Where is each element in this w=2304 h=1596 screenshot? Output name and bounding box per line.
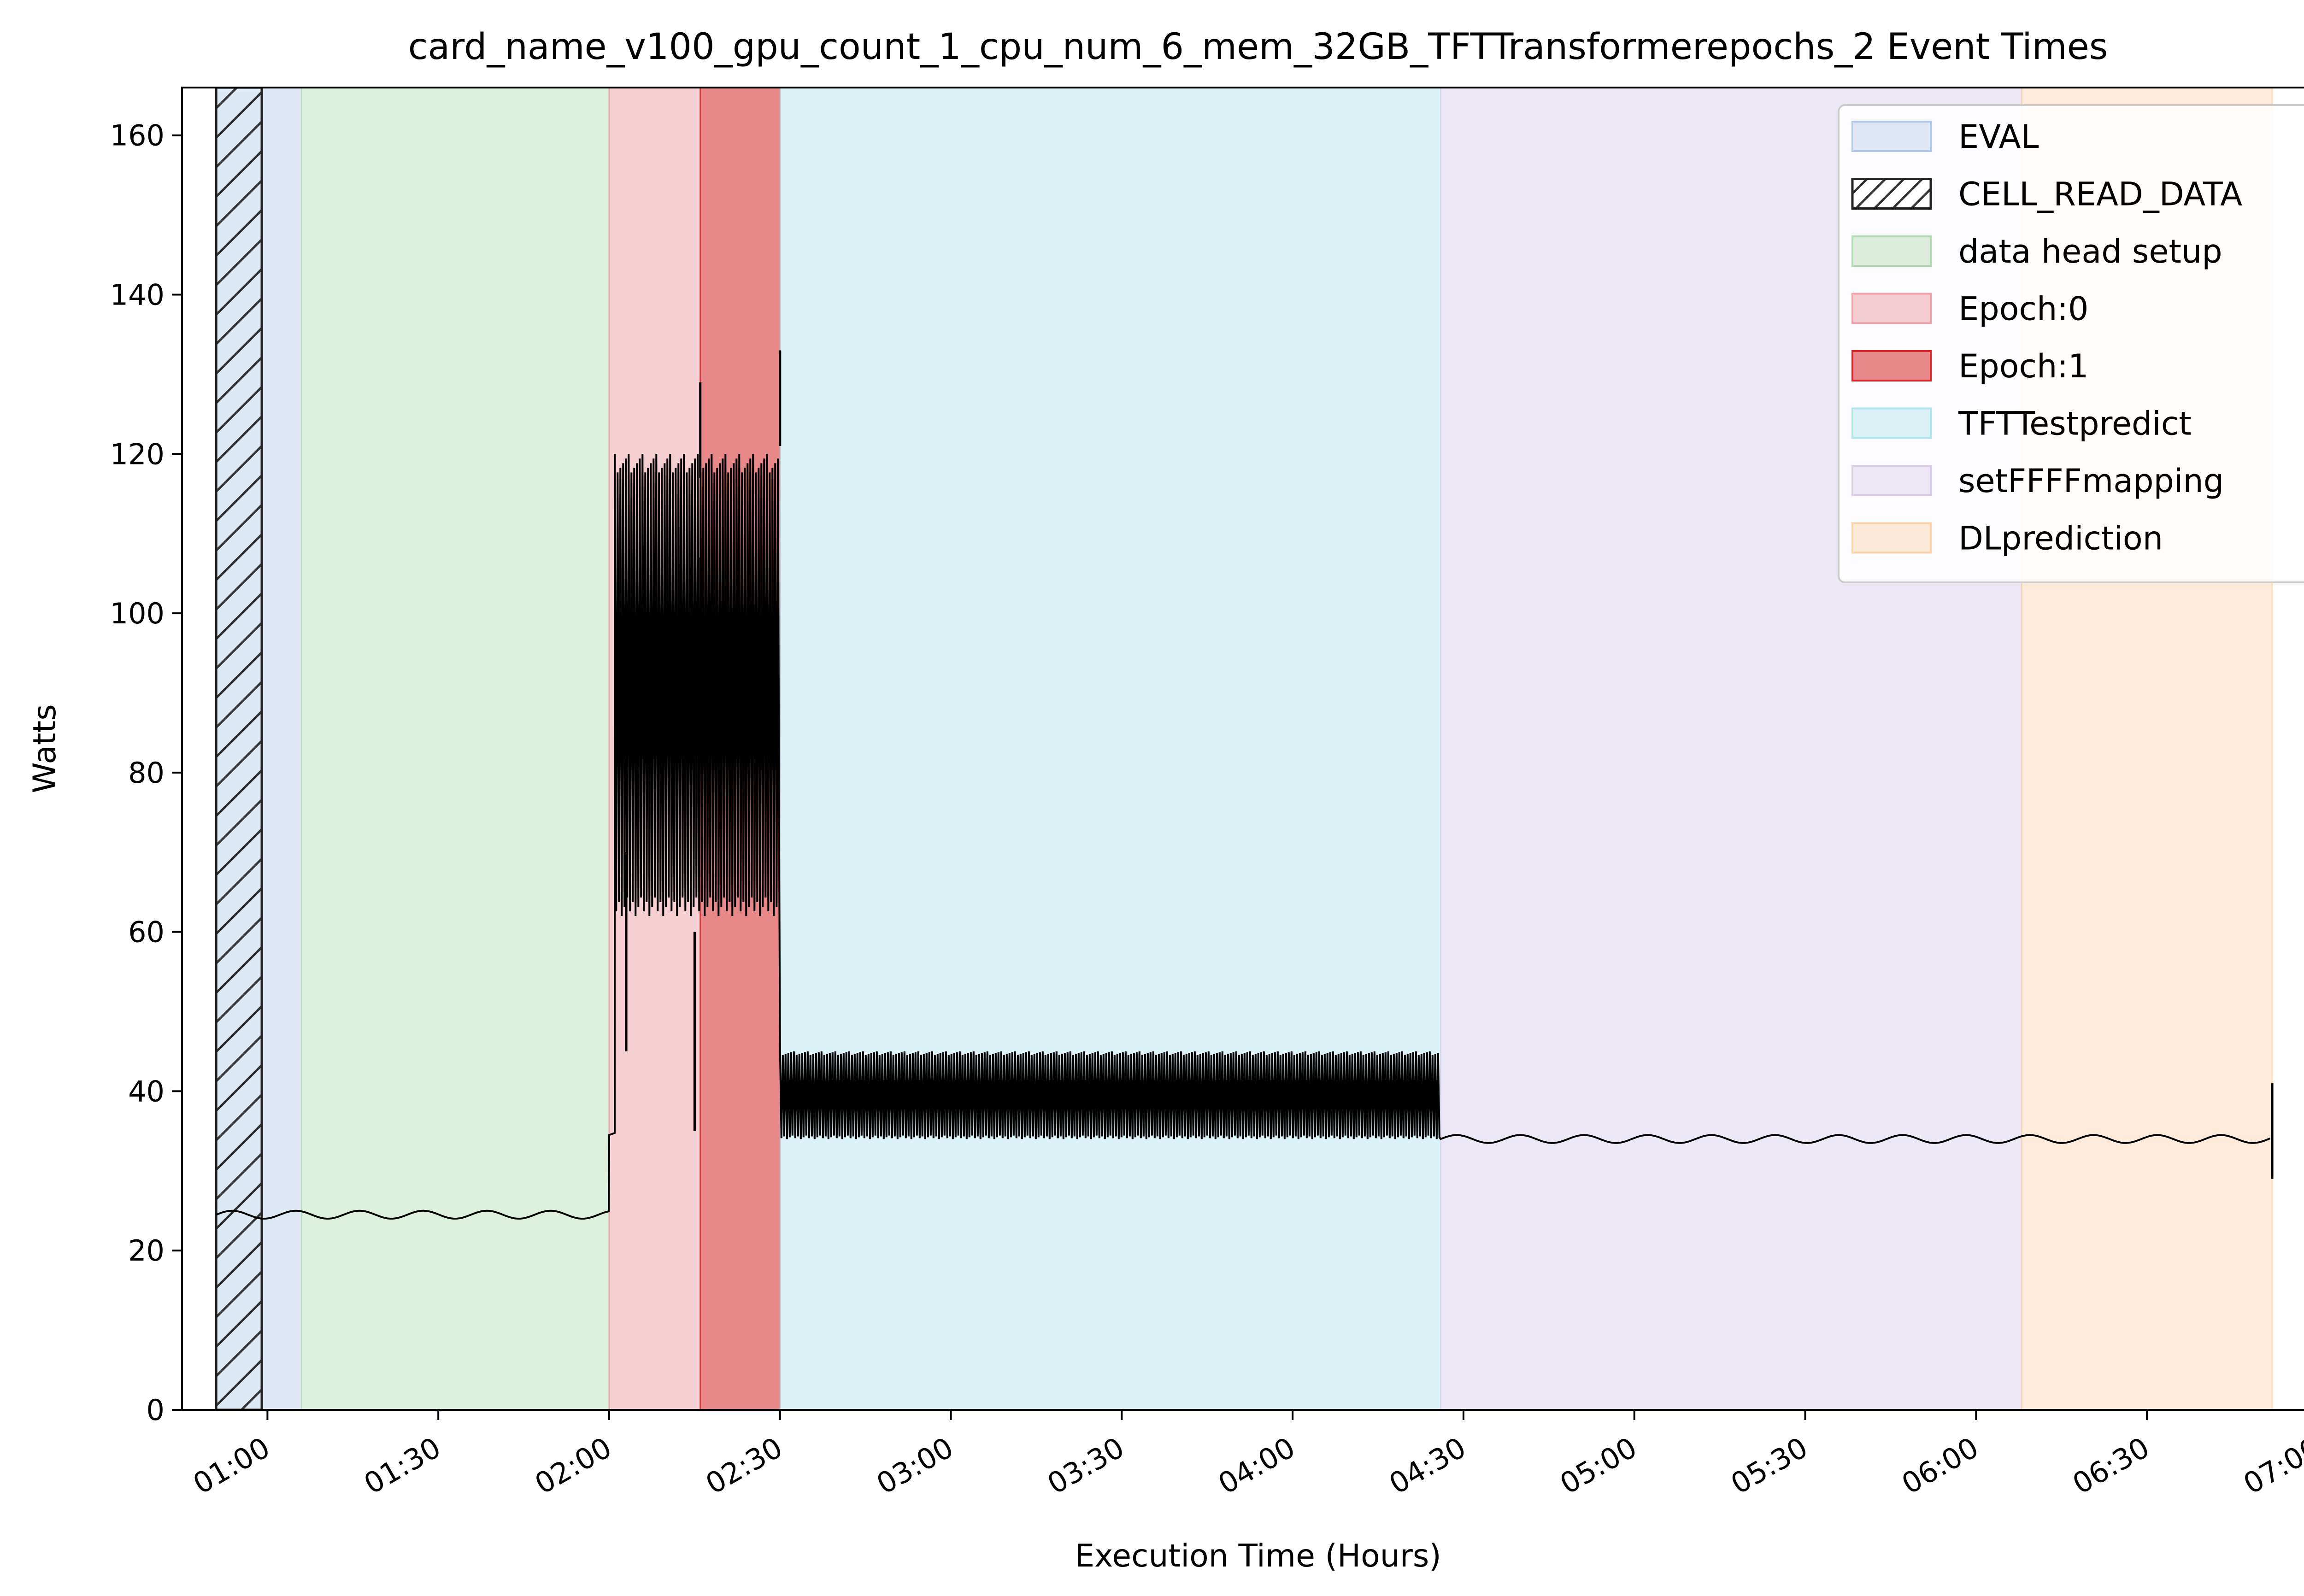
y-tick-label: 20 (128, 1234, 165, 1267)
x-tick-label: 05:00 (1554, 1431, 1642, 1501)
legend-swatch-epoch-0 (1851, 293, 1932, 324)
y-tick-label: 40 (128, 1074, 165, 1108)
span-cell-read-data (215, 88, 263, 1410)
legend-label-cell-read-data: CELL_READ_DATA (1958, 176, 2242, 213)
legend-box (1838, 104, 2304, 583)
x-tick-label: 02:30 (700, 1431, 788, 1501)
x-tick-label: 01:00 (188, 1431, 276, 1501)
y-tick-label: 0 (147, 1393, 165, 1427)
x-tick-label: 06:30 (2067, 1431, 2155, 1501)
x-axis: 01:00 01:30 02:00 02:30 03:00 03:30 04:00 04:30… (188, 1410, 2304, 1501)
y-tick-label: 120 (110, 437, 165, 471)
legend-swatch-cell-read-data (1851, 178, 1932, 210)
legend-swatch-eval (1851, 121, 1932, 152)
plot-frame (181, 87, 2304, 1411)
x-tick-label: 04:30 (1383, 1431, 1471, 1501)
y-tick-label: 60 (128, 915, 165, 949)
x-tick-label: 05:30 (1725, 1431, 1813, 1501)
chart-title: card_name_v100_gpu_count_1_cpu_num_6_mem… (408, 26, 2108, 68)
y-axis-label: Watts (27, 704, 63, 793)
legend-swatch-setffffmapping (1851, 465, 1932, 496)
legend-label-data-head-setup: data head setup (1958, 233, 2222, 270)
x-tick-label: 03:30 (1042, 1431, 1130, 1501)
x-tick-label: 03:00 (871, 1431, 959, 1501)
x-tick-label: 01:30 (358, 1431, 446, 1501)
legend-label-epoch-0: Epoch:0 (1958, 290, 2088, 328)
legend-label-dlprediction: DLprediction (1958, 520, 2163, 557)
y-tick-label: 80 (128, 756, 165, 790)
legend-label-setffffmapping: setFFFFmapping (1958, 462, 2224, 500)
y-tick-label: 100 (110, 597, 165, 630)
x-tick-label: 04:00 (1212, 1431, 1300, 1501)
span-data-head-setup (301, 88, 610, 1410)
legend-label-eval: EVAL (1958, 118, 2039, 156)
legend-label-epoch-1: Epoch:1 (1958, 347, 2088, 385)
legend-label-tfttestpredict: TFTTestpredict (1958, 405, 2192, 443)
x-tick-label: 02:00 (529, 1431, 617, 1501)
y-tick-label: 140 (110, 278, 165, 312)
series-line-0 (216, 454, 2271, 1220)
y-axis: 0 20 40 60 80 100 120 140 160 (110, 119, 182, 1427)
x-tick-label: 07:00 (2238, 1431, 2304, 1501)
legend-swatch-tfttestpredict (1851, 407, 1932, 439)
legend-swatch-epoch-1 (1851, 350, 1932, 381)
x-tick-label: 06:00 (1896, 1431, 1984, 1501)
legend-swatch-data-head-setup (1851, 235, 1932, 267)
x-axis-label: Execution Time (Hours) (1075, 1538, 1441, 1574)
y-tick-label: 160 (110, 119, 165, 153)
series-layer (216, 350, 2274, 1220)
legend-swatch-dlprediction (1851, 522, 1932, 554)
span-tfttestpredict (779, 88, 1442, 1410)
